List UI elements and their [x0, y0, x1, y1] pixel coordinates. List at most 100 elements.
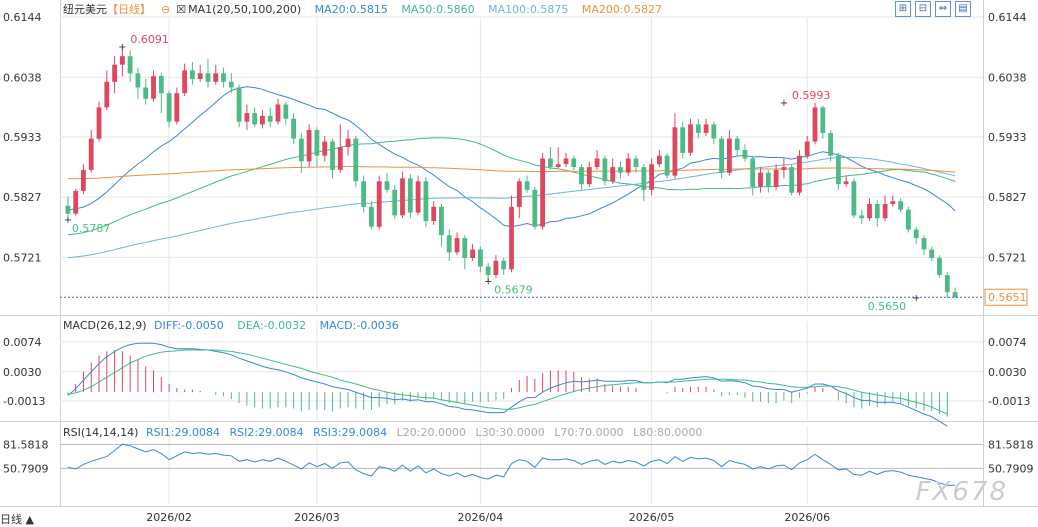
candle: [151, 70, 156, 102]
candle: [120, 47, 125, 77]
candle: [540, 152, 545, 230]
candle: [921, 235, 927, 256]
zoom-in-icon[interactable]: ⊞: [895, 1, 911, 17]
candle: [306, 124, 312, 168]
candle-body: [804, 141, 810, 156]
candle-body: [330, 141, 335, 170]
candle-body: [890, 201, 896, 204]
candle: [703, 118, 709, 136]
settings-icon: ⊖: [161, 3, 171, 16]
ma100-label: MA100:0.5875: [488, 3, 569, 16]
candle-body: [719, 138, 724, 173]
candle-body: [423, 181, 429, 222]
layout-icon[interactable]: ▤: [955, 1, 971, 17]
candle-body: [874, 204, 880, 219]
last-price-tag: [984, 288, 1028, 306]
candle-body: [758, 172, 763, 187]
ma200-label: MA200:0.5827: [581, 3, 663, 16]
macd-tick-left: -0.0013: [3, 395, 45, 408]
candle: [392, 185, 398, 220]
candle-body: [734, 138, 740, 150]
candle-body: [431, 206, 437, 221]
candle: [174, 87, 180, 125]
candle-body: [454, 238, 460, 253]
candle-body: [197, 73, 203, 79]
candle: [548, 147, 553, 170]
candle-body: [929, 249, 935, 258]
annotation-label: 0.5787: [72, 222, 111, 235]
annotation-label: 0.5993: [792, 89, 831, 102]
annotation-marker: +: [912, 293, 920, 304]
candle-body: [415, 181, 421, 213]
candle-body: [952, 292, 958, 298]
annotation-marker: +: [780, 98, 788, 109]
candle: [190, 61, 195, 85]
candle-body: [921, 238, 927, 250]
candle-body: [859, 215, 865, 219]
candle-body: [236, 87, 242, 122]
candle: [376, 175, 382, 230]
candle-body: [88, 138, 94, 170]
candle: [602, 155, 608, 186]
candle-body: [641, 167, 647, 190]
candle: [384, 172, 390, 193]
l70-label: L70:70.0000: [554, 426, 624, 439]
candle-body: [252, 113, 258, 125]
candle: [485, 262, 491, 282]
candle-body: [190, 70, 195, 79]
period-selector[interactable]: 日线 ▲: [0, 513, 34, 526]
macd-title: MACD(26,12,9): [63, 319, 147, 332]
candle: [135, 67, 141, 99]
annotation-marker: +: [484, 276, 492, 287]
candle-body: [446, 235, 452, 253]
candle-body: [555, 164, 561, 167]
candle-body: [836, 155, 841, 185]
price-tick-left: 0.5933: [3, 131, 42, 144]
candle: [633, 155, 639, 173]
candle: [906, 206, 911, 233]
zoom-out-icon[interactable]: ⊟: [915, 1, 931, 17]
ma20-label: MA20:0.5815: [314, 3, 388, 16]
l20-label: L20:20.0000: [396, 426, 466, 439]
candle-body: [174, 93, 180, 122]
candle-body: [913, 229, 919, 239]
ma-legend-label: MA1(20,50,100,200): [188, 3, 302, 16]
candle: [524, 175, 530, 193]
candle: [291, 113, 296, 145]
candle: [579, 164, 584, 190]
candle: [470, 243, 475, 261]
date-tick-label: 2026/03: [294, 511, 340, 524]
candle-body: [337, 147, 343, 170]
candle: [205, 59, 211, 88]
candle: [127, 50, 133, 82]
candle: [96, 101, 102, 142]
price-annotations: +0.6091+0.5787+0.5679+0.5993+0.56500.565…: [60, 33, 1028, 313]
candle: [361, 175, 366, 213]
candle: [236, 84, 242, 128]
candle-body: [742, 150, 748, 159]
candle: [571, 155, 577, 170]
annotation-marker: +: [64, 215, 72, 226]
candle: [275, 98, 281, 125]
candle-body: [680, 127, 686, 153]
candle: [758, 167, 763, 193]
rsi-legend: RSI(14,14,14) RSI1:29.0084 RSI2:29.0084 …: [63, 426, 708, 440]
candle-body: [470, 249, 475, 258]
candle: [781, 158, 787, 179]
candle: [431, 201, 437, 226]
candle: [299, 132, 304, 173]
candle: [555, 147, 561, 169]
candle: [672, 113, 678, 179]
candle: [439, 204, 444, 247]
candle: [867, 198, 872, 222]
price-tick-right: 0.5933: [988, 131, 1027, 144]
candle: [423, 177, 429, 227]
candle-body: [812, 107, 818, 142]
candle-body: [501, 260, 507, 270]
candle-body: [610, 167, 616, 182]
fit-icon[interactable]: ⇔: [935, 1, 951, 17]
candle-body: [462, 238, 468, 258]
candle: [267, 107, 273, 128]
date-tick-label: 2026/06: [784, 511, 830, 524]
